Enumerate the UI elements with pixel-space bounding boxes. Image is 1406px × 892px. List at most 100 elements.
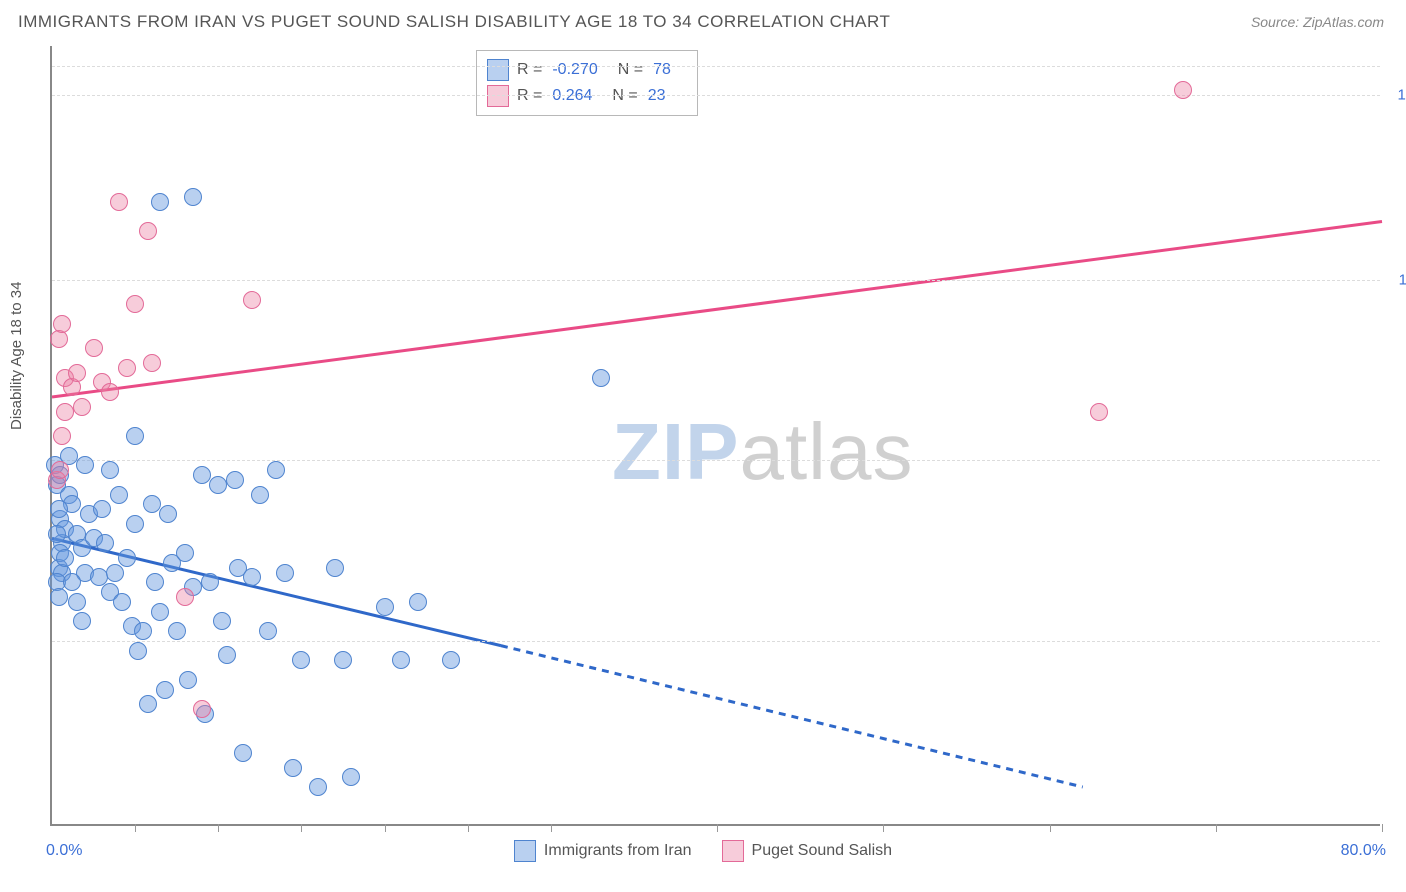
data-point: [93, 500, 111, 518]
y-tick-label: 11.2%: [1385, 272, 1406, 289]
data-point: [209, 476, 227, 494]
gridline: [52, 280, 1380, 281]
data-point: [267, 461, 285, 479]
data-point: [50, 588, 68, 606]
data-point: [85, 339, 103, 357]
legend-swatch: [722, 840, 744, 862]
data-point: [126, 427, 144, 445]
legend-r-label: R =: [517, 83, 542, 109]
data-point: [243, 291, 261, 309]
data-point: [134, 622, 152, 640]
data-point: [184, 188, 202, 206]
data-point: [126, 515, 144, 533]
data-point: [234, 744, 252, 762]
y-tick-label: 3.8%: [1385, 632, 1406, 649]
data-point: [146, 573, 164, 591]
legend-row: R = 0.264 N = 23: [487, 83, 683, 109]
legend-r-value: -0.270: [552, 57, 597, 83]
data-point: [118, 359, 136, 377]
data-point: [226, 471, 244, 489]
y-tick-label: 15.0%: [1385, 86, 1406, 103]
data-point: [1090, 403, 1108, 421]
data-point: [143, 495, 161, 513]
legend-label: Puget Sound Salish: [752, 842, 893, 860]
data-point: [201, 573, 219, 591]
data-point: [51, 461, 69, 479]
legend-swatch: [487, 59, 509, 81]
data-point: [592, 369, 610, 387]
trend-line: [501, 646, 1083, 787]
legend-n-label: N =: [618, 57, 643, 83]
chart-title: IMMIGRANTS FROM IRAN VS PUGET SOUND SALI…: [18, 12, 890, 32]
gridline: [52, 66, 1380, 67]
y-axis-label: Disability Age 18 to 34: [8, 282, 25, 430]
y-tick-label: 7.5%: [1385, 452, 1406, 469]
plot-area: ZIPatlas R =-0.270N =78R =0.264N =23 3.8…: [50, 46, 1380, 826]
gridline: [52, 641, 1380, 642]
data-point: [309, 778, 327, 796]
series-legend: Immigrants from Iran Puget Sound Salish: [0, 840, 1406, 862]
data-point: [48, 525, 66, 543]
data-point: [56, 549, 74, 567]
data-point: [96, 534, 114, 552]
x-tick: [468, 824, 469, 832]
watermark: ZIPatlas: [612, 406, 913, 498]
data-point: [251, 486, 269, 504]
data-point: [151, 603, 169, 621]
legend-n-value: 78: [653, 57, 671, 83]
data-point: [101, 461, 119, 479]
x-tick: [551, 824, 552, 832]
x-tick: [717, 824, 718, 832]
x-tick: [385, 824, 386, 832]
data-point: [139, 222, 157, 240]
legend-swatch: [514, 840, 536, 862]
data-point: [53, 315, 71, 333]
source-credit: Source: ZipAtlas.com: [1251, 14, 1384, 30]
legend-n-value: 23: [648, 83, 666, 109]
data-point: [168, 622, 186, 640]
data-point: [143, 354, 161, 372]
data-point: [334, 651, 352, 669]
data-point: [213, 612, 231, 630]
data-point: [159, 505, 177, 523]
legend-n-label: N =: [612, 83, 637, 109]
data-point: [342, 768, 360, 786]
data-point: [218, 646, 236, 664]
data-point: [376, 598, 394, 616]
gridline: [52, 460, 1380, 461]
data-point: [63, 573, 81, 591]
data-point: [409, 593, 427, 611]
trend-lines-layer: [52, 46, 1380, 824]
data-point: [113, 593, 131, 611]
data-point: [1174, 81, 1192, 99]
x-tick: [1382, 824, 1383, 832]
x-tick: [883, 824, 884, 832]
trend-line: [52, 222, 1382, 398]
data-point: [276, 564, 294, 582]
data-point: [50, 500, 68, 518]
x-tick: [218, 824, 219, 832]
legend-row: R =-0.270N =78: [487, 57, 683, 83]
correlation-legend: R = -0.270 N = 78R = 0.264 N = 23: [476, 50, 698, 116]
data-point: [110, 486, 128, 504]
data-point: [76, 456, 94, 474]
data-point: [139, 695, 157, 713]
data-point: [243, 568, 261, 586]
data-point: [392, 651, 410, 669]
data-point: [101, 383, 119, 401]
data-point: [176, 544, 194, 562]
data-point: [56, 403, 74, 421]
data-point: [110, 193, 128, 211]
x-tick: [1050, 824, 1051, 832]
data-point: [151, 193, 169, 211]
data-point: [259, 622, 277, 640]
data-point: [292, 651, 310, 669]
data-point: [129, 642, 147, 660]
data-point: [53, 427, 71, 445]
data-point: [126, 295, 144, 313]
legend-label: Immigrants from Iran: [544, 842, 692, 860]
data-point: [176, 588, 194, 606]
legend-r-value: 0.264: [552, 83, 592, 109]
data-point: [73, 612, 91, 630]
data-point: [326, 559, 344, 577]
